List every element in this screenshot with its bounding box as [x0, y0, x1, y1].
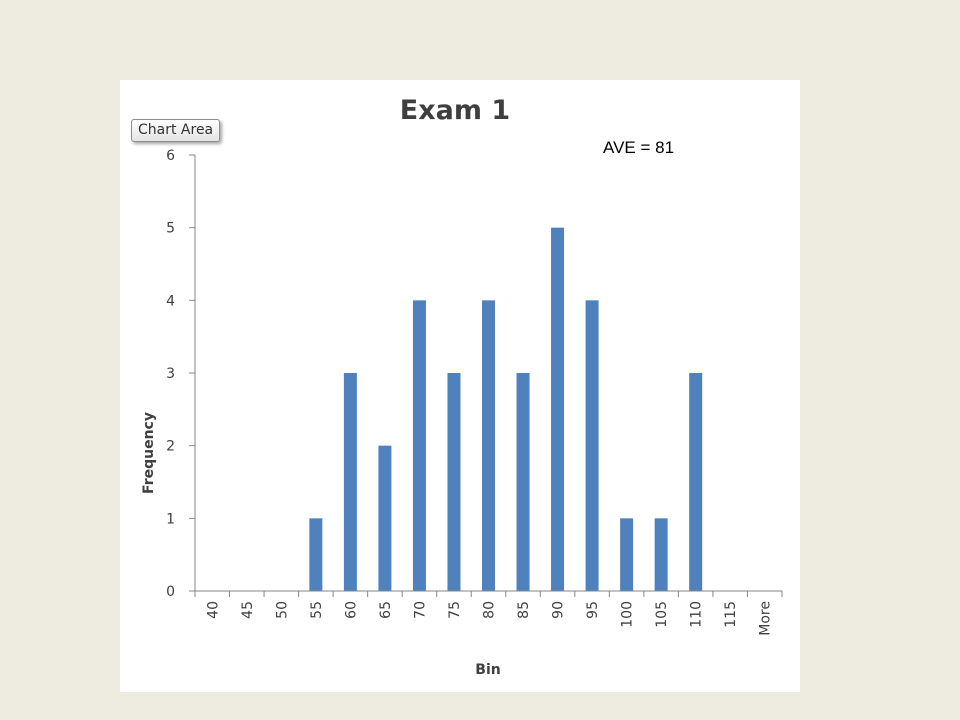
average-annotation: AVE = 81: [603, 138, 675, 157]
x-tick-label: 110: [689, 601, 705, 628]
bar: [412, 300, 426, 591]
bar: [482, 300, 495, 591]
x-tick-label: 75: [447, 601, 463, 619]
bar: [689, 373, 703, 591]
y-tick-label: 3: [166, 366, 175, 382]
x-tick-label: 40: [205, 601, 221, 619]
x-tick-label: 50: [274, 601, 290, 619]
y-tick-label: 2: [166, 439, 175, 455]
y-tick-label: 0: [166, 584, 175, 600]
x-tick-label: 90: [551, 601, 567, 619]
x-tick-label: More: [758, 601, 774, 636]
x-tick-label: 85: [516, 601, 532, 619]
x-tick-label: 70: [412, 601, 428, 619]
y-tick-label: 6: [166, 148, 175, 164]
x-tick-label: 115: [723, 601, 739, 628]
chart-title: Exam 1: [400, 95, 510, 126]
y-tick-label: 1: [166, 511, 175, 527]
x-axis-title: Bin: [475, 662, 500, 678]
chart-area-tooltip: Chart Area: [131, 119, 221, 142]
x-tick-label: 65: [378, 601, 394, 619]
bar: [620, 518, 634, 591]
bar: [516, 373, 530, 591]
x-tick-label: 95: [585, 601, 601, 619]
x-tick-label: 80: [482, 601, 498, 619]
bar: [343, 373, 357, 591]
x-tick-label: 105: [654, 601, 670, 628]
bar: [585, 300, 599, 591]
x-tick-label: 100: [620, 601, 636, 628]
y-tick-label: 5: [166, 221, 175, 237]
x-tick-label: 60: [343, 601, 359, 619]
bar: [654, 518, 668, 591]
x-tick-label: 45: [240, 601, 256, 619]
bar: [551, 227, 565, 591]
y-tick-label: 4: [166, 293, 175, 309]
bar: [378, 445, 392, 591]
bar: [447, 373, 461, 591]
bar: [309, 518, 323, 591]
bar-series: [309, 227, 703, 591]
y-axis-title: Frequency: [141, 412, 157, 494]
x-axis-ticks: 40 45 50 55 60 65 70 75 80 85 90 95 100 105 110 115 More: [194, 591, 783, 636]
x-tick-label: 55: [309, 601, 325, 619]
y-axis-ticks: 0 1 2 3 4 5 6: [166, 148, 195, 600]
